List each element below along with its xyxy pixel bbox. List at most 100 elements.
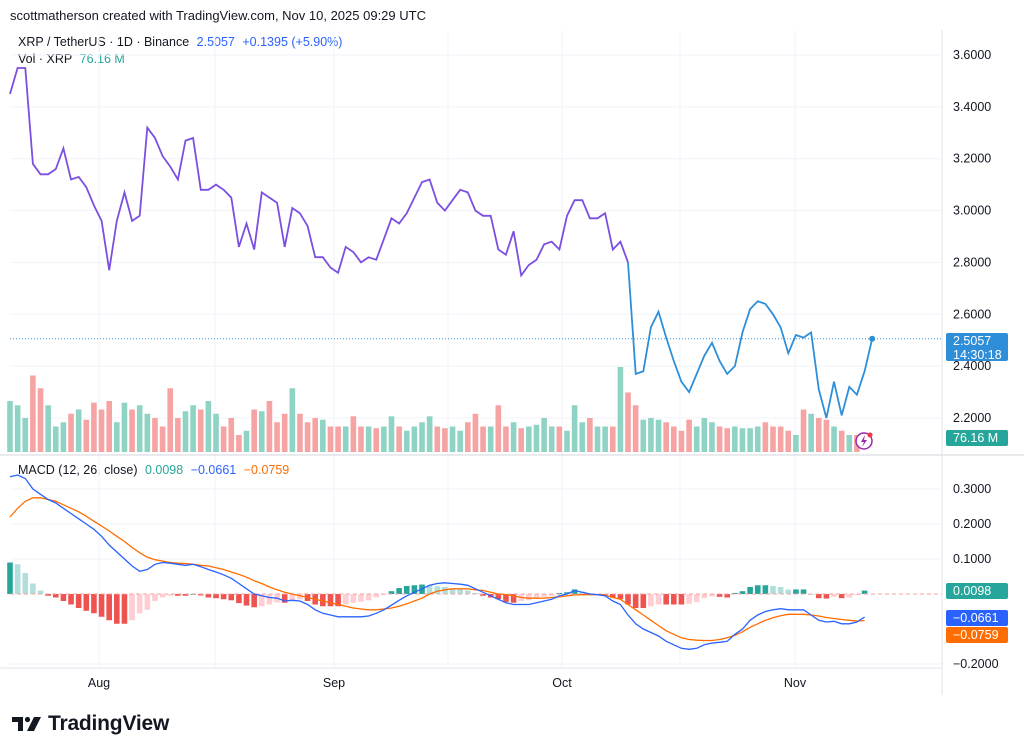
macd-hist-bar (701, 594, 708, 599)
macd-hist-bar (770, 585, 776, 594)
macd-hist-bar (358, 594, 364, 602)
volume-bar (182, 411, 189, 452)
volume-bar (732, 426, 738, 452)
macd-hist-bar (243, 594, 250, 606)
volume-bar (571, 405, 578, 452)
volume-bar (709, 422, 715, 452)
volume-bar (823, 419, 830, 452)
volume-bars (7, 367, 860, 452)
volume-bar (258, 411, 265, 452)
macd-hist-bar (678, 594, 685, 605)
macd-hist-bar (388, 591, 395, 594)
macd-hist-bar (159, 594, 166, 598)
last-price-value: 2.5057 (196, 35, 235, 49)
macd-hist-bar (121, 594, 128, 624)
volume-bar (434, 426, 441, 452)
tradingview-logo[interactable]: TradingView (12, 712, 169, 736)
symbol-label: XRP / TetherUS · 1D · Binance (18, 35, 190, 49)
volume-bar (68, 413, 74, 452)
price-tick-label: 3.6000 (953, 48, 991, 62)
last-price-dot (869, 335, 876, 342)
volume-bar (75, 409, 82, 452)
macd-hist-bar (838, 594, 845, 599)
volume-bar (770, 426, 776, 452)
volume-bar (358, 426, 364, 452)
macd-hist-bar (465, 590, 471, 594)
macd-hist-bar (258, 594, 265, 607)
last-price-badge (946, 333, 1008, 361)
macd-hist-bar (648, 594, 654, 607)
macd-hist-bar (14, 564, 21, 594)
macd-hist-bar (846, 594, 853, 598)
volume-bar (45, 405, 51, 452)
macd-hist-bar (220, 594, 227, 600)
volume-bar (800, 409, 807, 452)
macd-hist-bar (625, 594, 631, 605)
macd-hist-bar (228, 594, 235, 601)
macd-hist-bar (762, 585, 769, 594)
macd-hist-bar (526, 594, 532, 601)
volume-bar (426, 416, 433, 452)
macd-line-value: −0.0661 (190, 463, 237, 477)
volume-bar (663, 422, 669, 452)
volume-bar (518, 428, 525, 452)
volume-bar (739, 428, 746, 452)
volume-bar (465, 422, 471, 452)
volume-bar (327, 426, 334, 452)
volume-bar (762, 422, 769, 452)
macd-hist-bar (37, 590, 44, 594)
macd-hist-bar (205, 594, 212, 598)
macd-hist-bar (266, 594, 273, 605)
macd-hist-bar (350, 594, 357, 603)
macd-line-badge (946, 610, 1008, 626)
volume-bar (533, 424, 540, 452)
macd-hist-bar (7, 562, 13, 594)
macd-hist-bar (732, 592, 738, 594)
volume-bar (815, 418, 822, 452)
volume-bar (381, 426, 387, 452)
macd-legend: MACD (12, 26, close) 0.0098 −0.0661 −0.0… (18, 463, 293, 477)
macd-label: MACD (12, 26, close) (18, 463, 138, 477)
volume-bar (152, 418, 158, 452)
volume-bar (510, 422, 517, 452)
volume-bar (22, 418, 29, 452)
volume-bar (632, 405, 639, 452)
volume-bar (205, 401, 212, 452)
volume-bar (831, 426, 837, 452)
volume-bar (274, 422, 280, 452)
volume-bar (754, 426, 761, 452)
volume-bar (671, 426, 677, 452)
macd-tick-label: 0.1000 (953, 552, 991, 566)
macd-hist-bar (167, 594, 174, 596)
last-price-badge-text: 2.5057 (953, 334, 991, 348)
volume-bar (503, 426, 509, 452)
macd-hist-bar (655, 594, 662, 605)
macd-hist-bar (510, 594, 517, 603)
volume-badge-text: 76.16 M (953, 431, 998, 445)
macd-hist-bar (739, 591, 746, 594)
macd-hist-bar (197, 594, 204, 596)
macd-hist-bar (403, 585, 410, 594)
attribution-text: scottmatherson created with TradingView.… (10, 8, 426, 23)
macd-hist-bar (815, 594, 822, 599)
macd-hist-bar (472, 592, 479, 594)
macd-hist-bar (548, 594, 555, 596)
volume-bar (159, 426, 166, 452)
macd-hist-value: 0.0098 (144, 463, 184, 477)
volume-bar (716, 426, 723, 452)
price-tick-label: 2.2000 (953, 411, 991, 425)
macd-hist-badge (946, 583, 1008, 599)
time-tick-label: Sep (323, 676, 345, 690)
macd-hist-bar (68, 594, 74, 605)
macd-hist-bar (373, 594, 380, 598)
macd-hist-bar (777, 587, 784, 594)
price-tick-label: 3.4000 (953, 100, 991, 114)
macd-hist-bar (793, 589, 799, 594)
axes: 3.6000 3.4000 3.2000 3.0000 2.8000 2.6000 2.40… (0, 30, 1024, 695)
volume-bar (37, 388, 44, 452)
volume-bar (129, 409, 135, 452)
volume-bar (266, 401, 273, 452)
macd-hist-bar (30, 583, 36, 594)
